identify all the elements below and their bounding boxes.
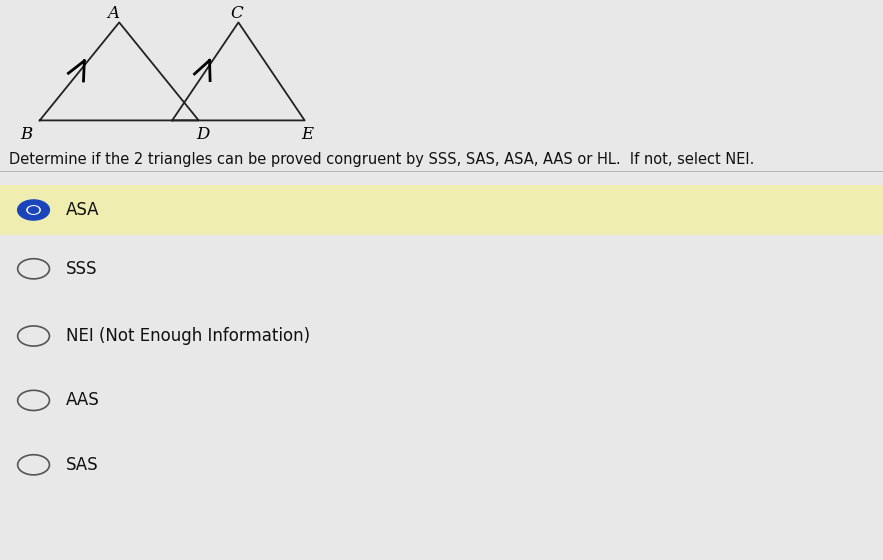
- Text: A: A: [107, 6, 119, 22]
- Text: Determine if the 2 triangles can be proved congruent by SSS, SAS, ASA, AAS or HL: Determine if the 2 triangles can be prov…: [9, 152, 754, 167]
- Circle shape: [28, 207, 39, 213]
- Text: AAS: AAS: [66, 391, 100, 409]
- Circle shape: [26, 206, 41, 214]
- Text: D: D: [196, 126, 210, 143]
- Text: SSS: SSS: [66, 260, 98, 278]
- Text: C: C: [230, 6, 243, 22]
- Text: B: B: [20, 126, 33, 143]
- FancyBboxPatch shape: [0, 185, 883, 235]
- Text: SAS: SAS: [66, 456, 99, 474]
- Text: ASA: ASA: [66, 201, 100, 219]
- Text: E: E: [301, 126, 313, 143]
- Circle shape: [18, 200, 49, 220]
- Text: NEI (Not Enough Information): NEI (Not Enough Information): [66, 327, 310, 345]
